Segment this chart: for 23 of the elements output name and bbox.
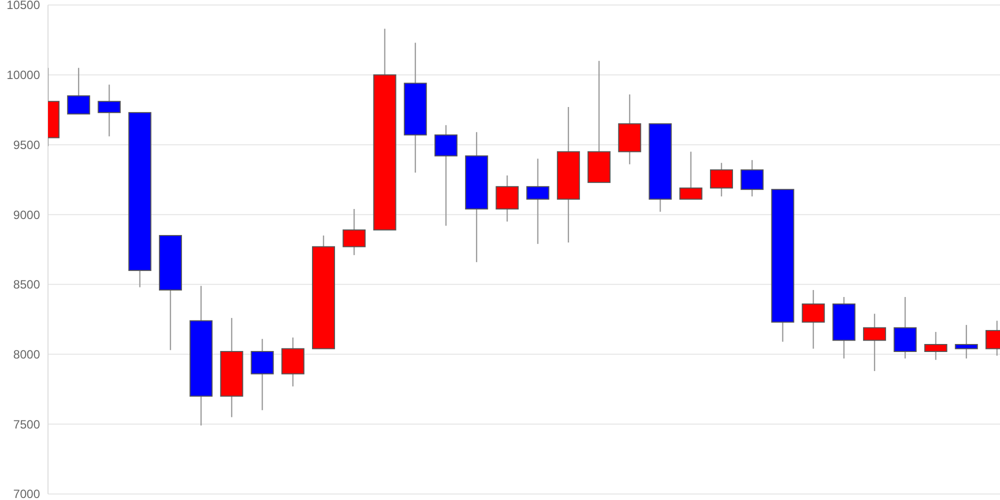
candlestick bbox=[954, 324, 978, 360]
candlestick bbox=[924, 331, 948, 360]
candlestick bbox=[67, 67, 90, 115]
candlestick bbox=[526, 158, 550, 245]
candlestick bbox=[98, 84, 121, 137]
candlestick bbox=[802, 289, 825, 350]
candlestick bbox=[863, 313, 886, 372]
y-tick-label: 8000 bbox=[13, 347, 40, 362]
y-tick-label: 9000 bbox=[13, 208, 40, 222]
candlestick bbox=[894, 296, 917, 360]
candlestick bbox=[679, 151, 702, 200]
y-tick-label: 9500 bbox=[13, 138, 40, 152]
candlestick bbox=[434, 124, 458, 226]
y-tick-label: 8500 bbox=[13, 278, 40, 292]
candlestick bbox=[342, 208, 366, 256]
candlestick bbox=[710, 162, 733, 198]
candlestick bbox=[740, 159, 764, 198]
y-tick-label: 7000 bbox=[13, 487, 40, 500]
y-tick-label: 10500 bbox=[6, 0, 40, 12]
y-tick-label: 10000 bbox=[6, 68, 40, 82]
candlestick bbox=[250, 338, 274, 411]
y-tick-label: 7500 bbox=[13, 417, 40, 432]
candlestick bbox=[496, 174, 519, 222]
